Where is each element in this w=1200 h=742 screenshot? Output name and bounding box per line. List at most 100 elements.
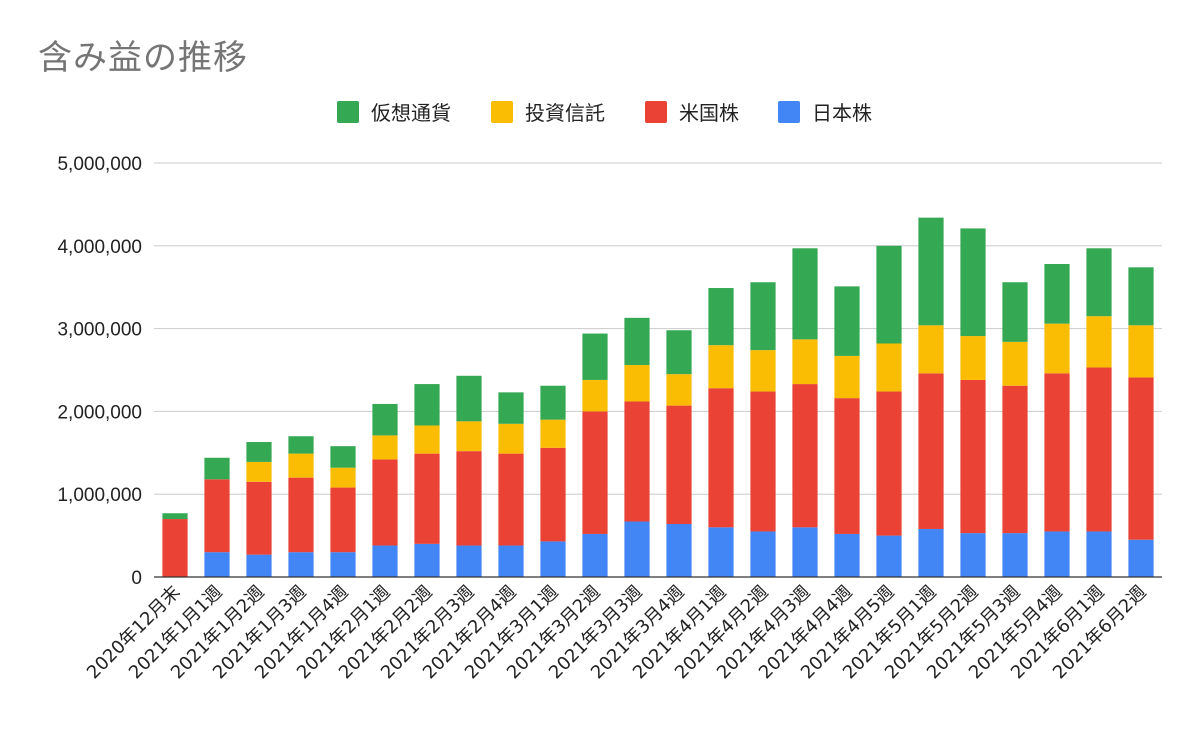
bar-segment bbox=[372, 459, 398, 546]
bar-segment bbox=[582, 379, 608, 412]
bar-segment bbox=[918, 528, 944, 577]
bars bbox=[162, 217, 1154, 577]
bar-segment bbox=[624, 365, 650, 402]
bar-segment bbox=[456, 375, 482, 422]
bar-segment bbox=[750, 391, 776, 532]
bar-segment bbox=[624, 401, 650, 522]
bar-segment bbox=[1002, 385, 1028, 534]
x-axis-labels: 2020年12月末2021年1月1週2021年1月2週2021年1月3週2021… bbox=[83, 582, 1151, 684]
chart-title: 含み益の推移 bbox=[38, 38, 248, 78]
legend-label: 投資信託 bbox=[525, 101, 605, 125]
y-tick-label: 2,000,000 bbox=[57, 402, 142, 423]
bar-segment bbox=[1002, 341, 1028, 386]
bar-segment bbox=[498, 423, 524, 454]
bar-segment bbox=[792, 248, 818, 340]
bar-segment bbox=[834, 286, 860, 356]
bar-segment bbox=[708, 345, 734, 389]
bar-segment bbox=[456, 545, 482, 577]
bar-segment bbox=[918, 373, 944, 529]
bar-segment bbox=[204, 479, 230, 553]
bar-segment bbox=[288, 436, 314, 454]
legend-label: 仮想通貨 bbox=[371, 101, 451, 125]
bar-segment bbox=[582, 411, 608, 534]
bar-segment bbox=[498, 453, 524, 546]
bar-segment bbox=[792, 527, 818, 577]
bar-segment bbox=[960, 533, 986, 577]
bar-segment bbox=[372, 403, 398, 436]
legend-swatch bbox=[337, 101, 359, 123]
y-tick-label: 5,000,000 bbox=[57, 154, 142, 175]
bar-segment bbox=[1002, 282, 1028, 342]
bar-segment bbox=[498, 545, 524, 577]
legend-label: 日本株 bbox=[812, 101, 872, 125]
bar-segment bbox=[1128, 325, 1154, 378]
bar-segment bbox=[288, 552, 314, 577]
bar-segment bbox=[372, 435, 398, 460]
bar-segment bbox=[960, 379, 986, 534]
bar-segment bbox=[540, 541, 566, 577]
bar-segment bbox=[288, 453, 314, 478]
bar-segment bbox=[1128, 539, 1154, 577]
bar-segment bbox=[162, 519, 188, 577]
bar-segment bbox=[246, 554, 272, 577]
bar-segment bbox=[666, 524, 692, 577]
bar-segment bbox=[1044, 264, 1070, 324]
bar-segment bbox=[1002, 533, 1028, 577]
y-tick-label: 4,000,000 bbox=[57, 237, 142, 258]
y-tick-label: 3,000,000 bbox=[57, 320, 142, 341]
legend-swatch bbox=[645, 101, 667, 123]
bar-segment bbox=[288, 477, 314, 553]
legend: 仮想通貨 投資信託 米国株 日本株 bbox=[337, 101, 872, 125]
bar-segment bbox=[204, 457, 230, 480]
bar-segment bbox=[246, 442, 272, 462]
bar-segment bbox=[666, 405, 692, 525]
bar-segment bbox=[456, 451, 482, 546]
bar-segment bbox=[1086, 248, 1112, 317]
bar-segment bbox=[876, 391, 902, 536]
bar-segment bbox=[708, 388, 734, 528]
bar-segment bbox=[330, 446, 356, 468]
bar-segment bbox=[1128, 267, 1154, 326]
bar-segment bbox=[540, 385, 566, 420]
bar-segment bbox=[456, 421, 482, 452]
legend-swatch bbox=[778, 101, 800, 123]
bar-segment bbox=[1086, 531, 1112, 577]
bar-segment bbox=[918, 217, 944, 326]
bar-segment bbox=[540, 447, 566, 542]
bar-segment bbox=[330, 467, 356, 488]
bar-segment bbox=[540, 419, 566, 448]
bar-segment bbox=[246, 481, 272, 555]
bar-segment bbox=[750, 282, 776, 351]
bar-segment bbox=[876, 343, 902, 392]
bar-segment bbox=[960, 228, 986, 337]
bar-segment bbox=[918, 325, 944, 374]
y-tick-label: 0 bbox=[131, 568, 142, 589]
bar-segment bbox=[1086, 367, 1112, 532]
bar-segment bbox=[246, 461, 272, 482]
bar-segment bbox=[414, 453, 440, 544]
y-axis-ticks: 0 1,000,000 2,000,000 3,000,000 4,000,000 5,0… bbox=[57, 154, 142, 589]
bar-segment bbox=[750, 531, 776, 577]
bar-segment bbox=[1044, 323, 1070, 374]
bar-segment bbox=[624, 317, 650, 366]
legend-label: 米国株 bbox=[679, 101, 739, 125]
bar-segment bbox=[708, 288, 734, 346]
bar-segment bbox=[1044, 373, 1070, 532]
bar-segment bbox=[750, 350, 776, 392]
bar-segment bbox=[498, 392, 524, 424]
bar-segment bbox=[876, 535, 902, 577]
legend-swatch bbox=[491, 101, 513, 123]
bar-segment bbox=[960, 336, 986, 380]
bar-segment bbox=[792, 339, 818, 385]
bar-segment bbox=[582, 333, 608, 380]
bar-segment bbox=[834, 398, 860, 534]
bar-segment bbox=[162, 513, 188, 520]
bar-segment bbox=[372, 545, 398, 577]
bar-segment bbox=[1128, 377, 1154, 540]
bar-segment bbox=[330, 487, 356, 553]
bar-segment bbox=[834, 355, 860, 399]
bar-segment bbox=[414, 543, 440, 577]
y-tick-label: 1,000,000 bbox=[57, 485, 142, 506]
bar-segment bbox=[666, 374, 692, 406]
